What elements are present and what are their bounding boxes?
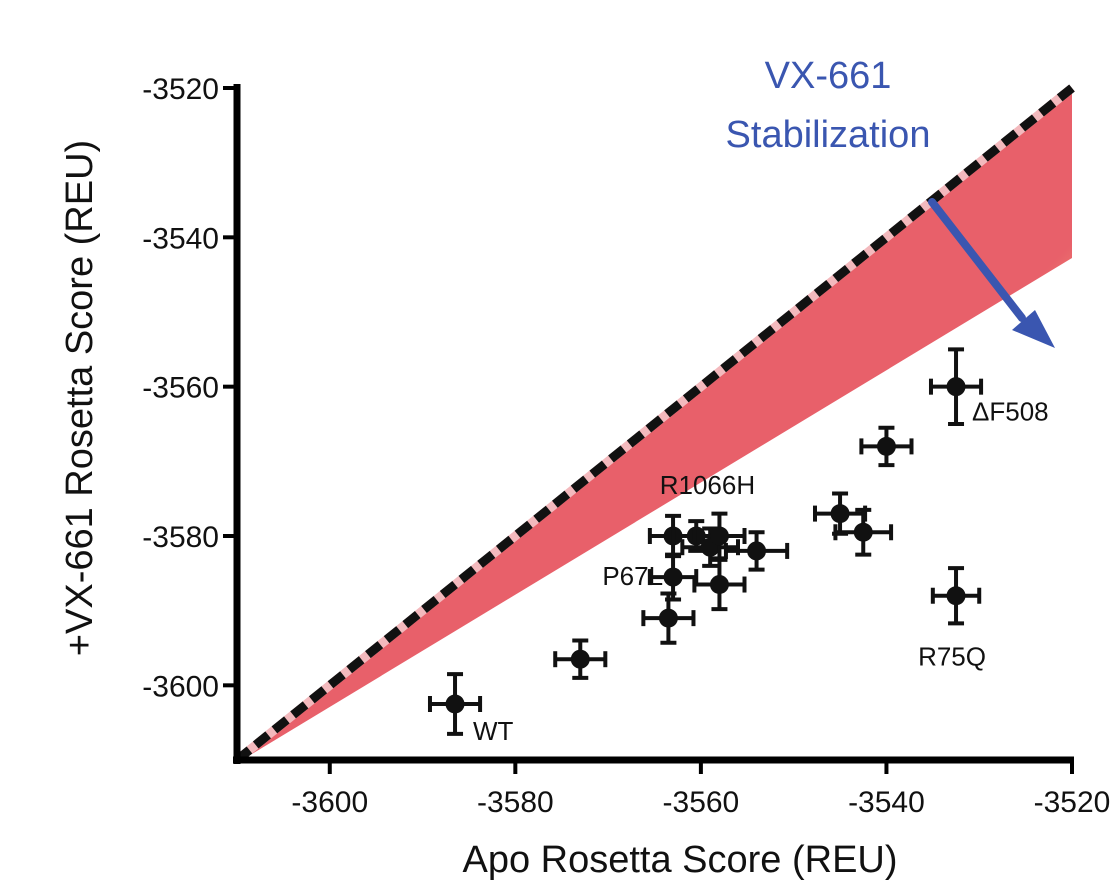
x-axis-title: Apo Rosetta Score (REU) — [462, 839, 897, 881]
data-point — [427, 672, 483, 736]
point-label: R75Q — [918, 642, 986, 672]
y-tick-label: -3560 — [142, 372, 219, 405]
data-point — [692, 557, 747, 612]
data-point-marker — [946, 586, 966, 606]
data-point — [930, 566, 982, 626]
x-tick-label: -3520 — [1034, 786, 1111, 819]
data-point-marker — [709, 526, 729, 546]
data-point-marker — [709, 575, 729, 595]
x-tick-label: -3560 — [663, 786, 740, 819]
data-point — [692, 511, 747, 561]
data-point-marker — [658, 608, 678, 628]
data-point-marker — [853, 522, 873, 542]
point-label: R1066H — [660, 470, 755, 500]
data-point — [723, 530, 790, 572]
data-point — [859, 425, 914, 468]
data-point — [928, 347, 984, 426]
y-tick-label: -3520 — [142, 73, 219, 106]
data-point-marker — [830, 504, 850, 524]
y-axis-title: +VX-661 Rosetta Score (REU) — [59, 140, 101, 656]
y-tick-label: -3540 — [142, 222, 219, 255]
data-point-marker — [946, 377, 966, 397]
data-point-marker — [663, 567, 683, 587]
point-label: ΔF508 — [972, 397, 1049, 427]
data-point — [553, 638, 608, 680]
y-tick-label: -3600 — [142, 670, 219, 703]
x-tick-label: -3600 — [291, 786, 368, 819]
stabilization-arrow-head — [1012, 310, 1055, 348]
x-tick-label: -3580 — [477, 786, 554, 819]
point-label: WT — [473, 716, 514, 746]
annotation-line-1: VX-661 — [765, 55, 892, 97]
annotation-line-2: Stabilization — [726, 114, 931, 156]
data-point-marker — [747, 541, 767, 561]
data-point-marker — [445, 694, 465, 714]
point-label: P67L — [602, 561, 663, 591]
x-tick-label: -3540 — [848, 786, 925, 819]
data-point-marker — [876, 436, 896, 456]
stabilization-arrow-shaft — [928, 198, 1026, 322]
data-point — [833, 507, 894, 557]
data-point-marker — [570, 649, 590, 669]
y-tick-label: -3580 — [142, 521, 219, 554]
